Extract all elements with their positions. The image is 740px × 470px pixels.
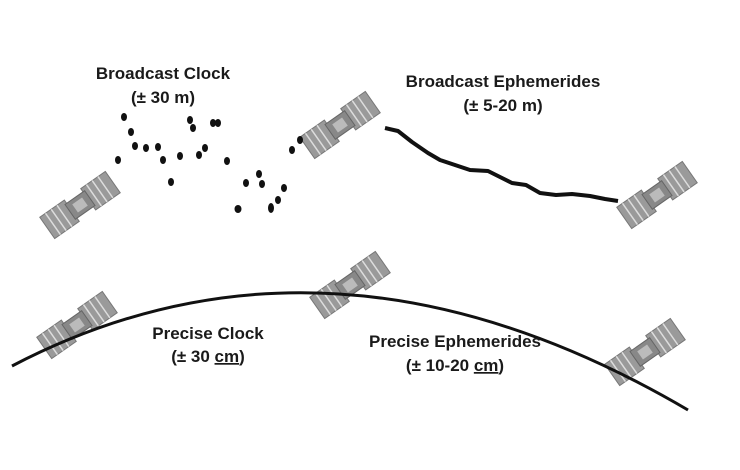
dot [256, 170, 262, 178]
dot [132, 142, 138, 150]
ephemeris-track [384, 126, 619, 203]
precise-ephemerides-title: Precise Ephemerides [369, 332, 541, 351]
accuracy-unit: cm [474, 356, 499, 375]
dot [275, 196, 281, 204]
dot [190, 124, 196, 132]
dot [143, 144, 149, 152]
satellite [299, 90, 381, 160]
dot [160, 156, 166, 164]
dot [234, 205, 242, 213]
precise-clock-title: Precise Clock [152, 324, 264, 343]
accuracy-prefix: (± 10-20 [406, 356, 474, 375]
broadcast-clock-title: Broadcast Clock [96, 64, 231, 83]
satellite [39, 170, 121, 240]
dot [243, 179, 249, 187]
accuracy-prefix: (± 30 [171, 347, 214, 366]
broadcast-clock-accuracy: (± 30 m) [131, 88, 195, 107]
dot [202, 144, 208, 152]
dot [289, 146, 295, 154]
dot [187, 116, 193, 124]
dot [215, 119, 221, 127]
precise-orbit [11, 291, 689, 412]
accuracy-unit: cm [215, 347, 240, 366]
accuracy-suffix: ) [498, 356, 504, 375]
dot [259, 180, 265, 188]
satellite [604, 317, 686, 387]
precise-clock-accuracy: (± 30 cm) [171, 347, 245, 366]
dot [196, 151, 202, 159]
satellite [309, 250, 391, 320]
broadcast-ephemerides-accuracy: (± 5-20 m) [463, 96, 542, 115]
dot [128, 128, 134, 136]
clock-scatter [115, 113, 303, 213]
dot [210, 119, 216, 127]
dot [168, 178, 174, 186]
dot [224, 157, 230, 165]
dot [297, 136, 303, 144]
accuracy-suffix: ) [239, 347, 245, 366]
dot [177, 152, 183, 160]
satellites [36, 90, 698, 387]
broadcast-ephemerides-title: Broadcast Ephemerides [406, 72, 601, 91]
dot [115, 156, 121, 164]
dot [281, 184, 287, 192]
dot [155, 143, 161, 151]
dot [268, 203, 274, 213]
precise-ephemerides-accuracy: (± 10-20 cm) [406, 356, 504, 375]
satellite [616, 160, 698, 230]
dot [121, 113, 127, 121]
